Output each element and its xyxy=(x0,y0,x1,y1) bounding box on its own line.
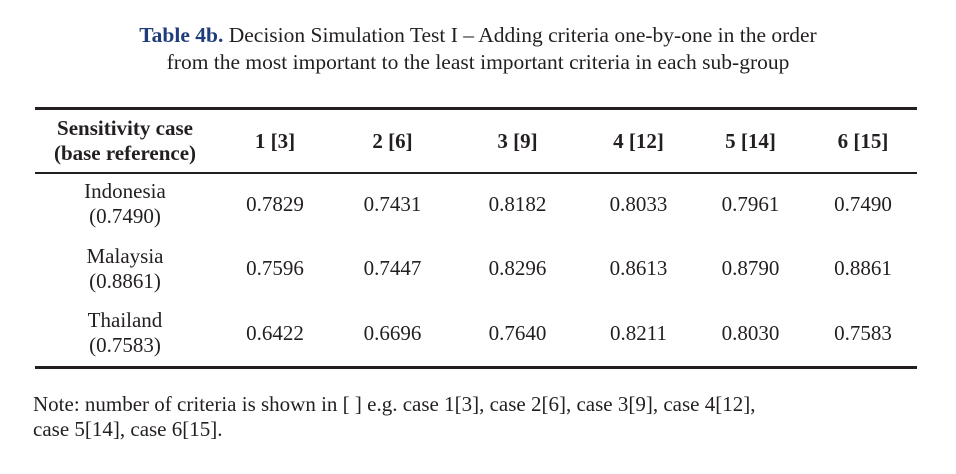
table-cell: 0.7961 xyxy=(721,191,780,216)
table-cell: 0.7640 xyxy=(488,320,547,345)
table-cell: 0.7447 xyxy=(363,256,422,281)
table-row-thailand: Thailand (0.7583) 0.6422 0.6696 0.7640 0… xyxy=(35,301,917,366)
table-cell: 0.7596 xyxy=(246,256,304,281)
header-case-1: 1 [3] xyxy=(254,128,296,153)
note-line-1: Note: number of criteria is shown in [ ]… xyxy=(33,392,756,416)
table-header-rule xyxy=(35,172,917,174)
sensitivity-table: Sensitivity case (base reference) 1 [3] … xyxy=(35,110,917,366)
header-case-2: 2 [6] xyxy=(372,128,413,153)
caption-title: Decision Simulation Test I – Adding crit… xyxy=(228,23,817,47)
header-label-line-2: (base reference) xyxy=(53,141,197,165)
table-cell: 0.8211 xyxy=(610,320,667,345)
table-cell: 0.8030 xyxy=(721,320,780,345)
table-cell: 0.7583 xyxy=(834,320,892,345)
table-cell: 0.8861 xyxy=(834,256,892,281)
row-label: Indonesia (0.7490) xyxy=(35,172,215,237)
table-cell: 0.8033 xyxy=(609,191,668,216)
table-cell: 0.7829 xyxy=(246,191,304,216)
header-sensitivity-case: Sensitivity case (base reference) xyxy=(35,110,215,172)
table-row-indonesia: Indonesia (0.7490) 0.7829 0.7431 0.8182 … xyxy=(35,172,917,237)
country-name: Thailand xyxy=(87,308,163,333)
base-reference: (0.7490) xyxy=(89,204,161,229)
base-reference: (0.7583) xyxy=(89,333,161,358)
table-header-row: Sensitivity case (base reference) 1 [3] … xyxy=(35,110,917,172)
header-case-4: 4 [12] xyxy=(613,128,664,153)
table-note: Note: number of criteria is shown in [ ]… xyxy=(33,392,923,442)
table-cell: 0.8790 xyxy=(721,256,780,281)
table-cell: 0.6696 xyxy=(363,320,422,345)
table-top-rule xyxy=(35,107,917,110)
header-case-6: 6 [15] xyxy=(837,128,889,153)
caption-line-1: Table 4b. Decision Simulation Test I – A… xyxy=(0,22,956,49)
table-bottom-rule xyxy=(35,366,917,369)
table-label: Table 4b. xyxy=(139,23,224,47)
table-cell: 0.8296 xyxy=(488,256,547,281)
table-cell: 0.8182 xyxy=(488,191,547,216)
header-label-line-1: Sensitivity case xyxy=(57,116,193,140)
row-label: Malaysia (0.8861) xyxy=(35,237,215,302)
row-label: Thailand (0.7583) xyxy=(35,301,215,366)
caption-line-2: from the most important to the least imp… xyxy=(166,50,790,74)
table-cell: 0.7490 xyxy=(834,191,892,216)
header-case-5: 5 [14] xyxy=(725,128,776,153)
base-reference: (0.8861) xyxy=(89,268,161,293)
country-name: Malaysia xyxy=(86,243,164,268)
table-caption: Table 4b. Decision Simulation Test I – A… xyxy=(0,22,956,76)
country-name: Indonesia xyxy=(84,179,166,204)
header-case-3: 3 [9] xyxy=(497,128,538,153)
table-row-malaysia: Malaysia (0.8861) 0.7596 0.7447 0.8296 0… xyxy=(35,237,917,302)
table-cell: 0.6422 xyxy=(246,320,304,345)
table-cell: 0.7431 xyxy=(363,191,422,216)
note-line-2: case 5[14], case 6[15]. xyxy=(33,417,223,441)
table-cell: 0.8613 xyxy=(609,256,668,281)
